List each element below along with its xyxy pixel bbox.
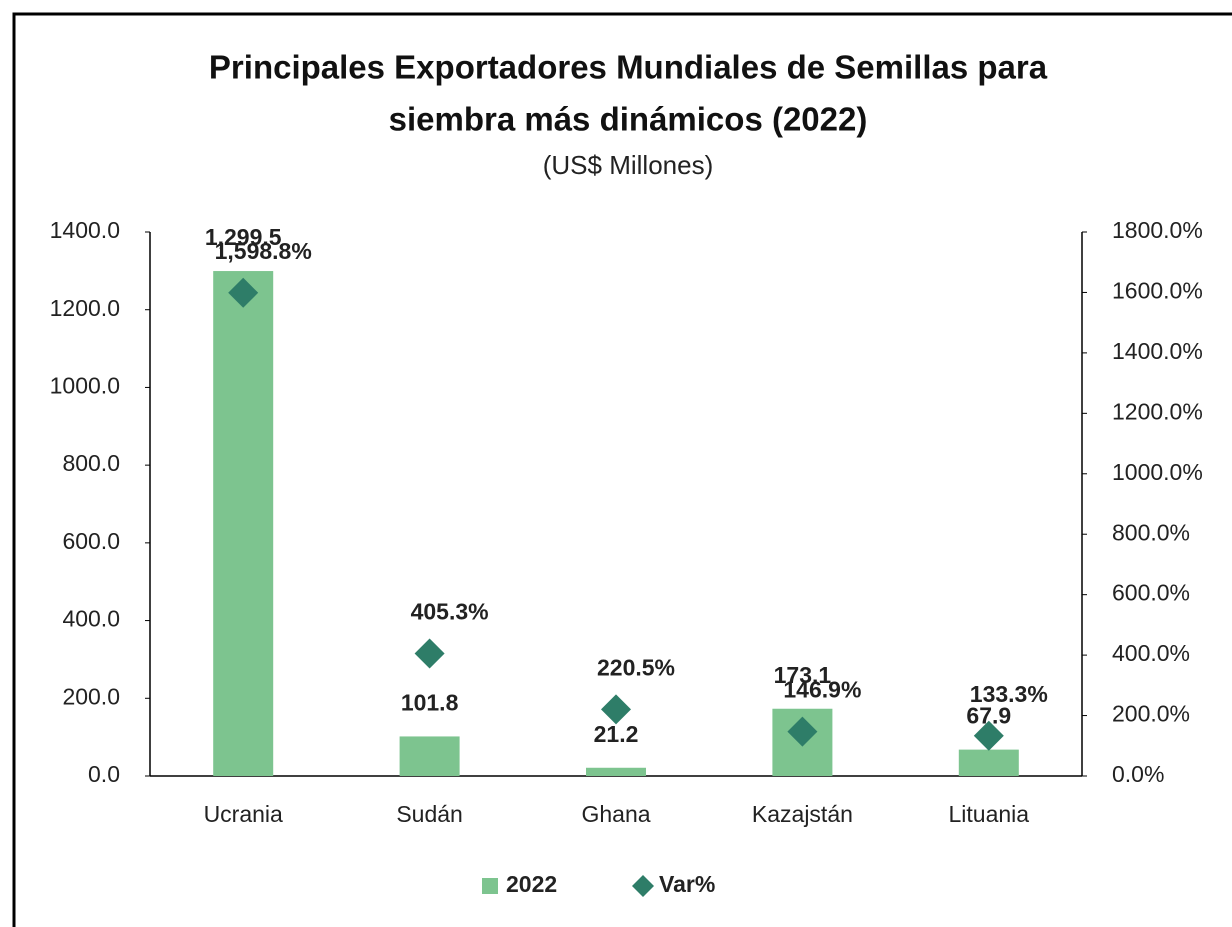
marker bbox=[973, 720, 1004, 751]
bar bbox=[213, 271, 274, 776]
y2-tick-label: 600.0% bbox=[1112, 580, 1190, 606]
y2-tick-label: 200.0% bbox=[1112, 701, 1190, 727]
y2-tick-label: 1200.0% bbox=[1112, 398, 1203, 424]
x-tick-label: Sudán bbox=[396, 801, 463, 827]
data-label: 1,598.8% bbox=[215, 238, 312, 264]
y-tick-label: 1000.0 bbox=[50, 373, 120, 399]
marker bbox=[414, 638, 445, 669]
y-tick-label: 800.0 bbox=[62, 450, 120, 476]
bar bbox=[586, 767, 646, 776]
data-label: 220.5% bbox=[597, 654, 675, 680]
bar bbox=[399, 736, 460, 776]
frame bbox=[12, 12, 1232, 927]
data-label: 101.8 bbox=[401, 690, 459, 716]
y-tick-label: 0.0 bbox=[88, 761, 120, 787]
y-tick-label: 600.0 bbox=[62, 528, 120, 554]
marker bbox=[601, 694, 631, 725]
y-tick-label: 200.0 bbox=[62, 683, 120, 709]
y-tick-label: 400.0 bbox=[62, 606, 120, 632]
bar bbox=[958, 749, 1019, 776]
chart-title: Principales Exportadores Mundiales de Se… bbox=[209, 49, 1048, 86]
y2-tick-label: 1000.0% bbox=[1112, 459, 1203, 485]
y2-tick-label: 0.0% bbox=[1112, 761, 1164, 787]
data-label: 21.2 bbox=[594, 721, 639, 747]
legend-label: Var% bbox=[659, 871, 715, 897]
legend-label: 2022 bbox=[506, 871, 557, 897]
legend-swatch bbox=[632, 875, 654, 897]
data-label: 173.1 bbox=[774, 662, 832, 688]
marker bbox=[228, 277, 259, 308]
data-label: 133.3% bbox=[970, 681, 1048, 707]
x-tick-label: Ghana bbox=[581, 801, 650, 827]
chart-subtitle: (US$ Millones) bbox=[543, 150, 714, 180]
chart-title: siembra más dinámicos (2022) bbox=[389, 101, 868, 138]
y2-tick-label: 1800.0% bbox=[1112, 217, 1203, 243]
y2-tick-label: 400.0% bbox=[1112, 640, 1190, 666]
x-tick-label: Lituania bbox=[949, 801, 1030, 827]
y2-tick-label: 800.0% bbox=[1112, 519, 1190, 545]
y2-tick-label: 1400.0% bbox=[1112, 338, 1203, 364]
marker bbox=[787, 716, 818, 747]
x-tick-label: Kazajstán bbox=[752, 801, 853, 827]
x-tick-label: Ucrania bbox=[204, 801, 283, 827]
legend-swatch bbox=[482, 878, 498, 894]
y-tick-label: 1400.0 bbox=[50, 217, 120, 243]
y-tick-label: 1200.0 bbox=[50, 295, 120, 321]
data-label: 405.3% bbox=[411, 599, 489, 625]
data-label: 146.9% bbox=[783, 677, 861, 703]
data-label: 1,299.5 bbox=[205, 224, 282, 250]
y2-tick-label: 1600.0% bbox=[1112, 278, 1203, 304]
